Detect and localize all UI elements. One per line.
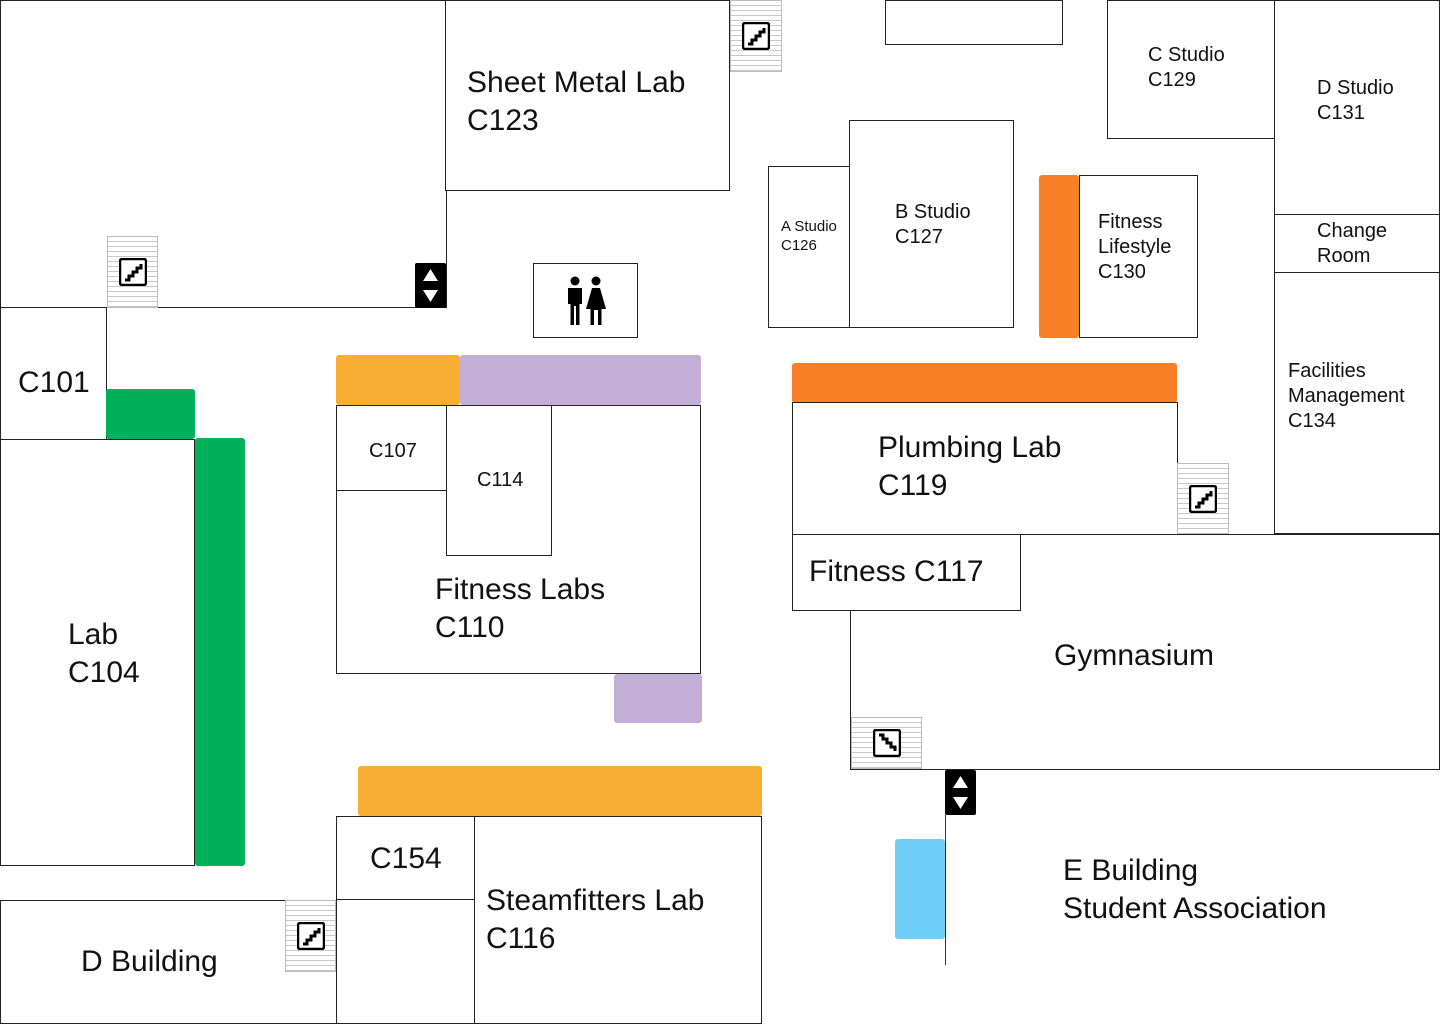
e-building-wall — [945, 815, 946, 965]
room-lab-c104[interactable]: Lab C104 — [0, 439, 195, 866]
room-b-studio[interactable]: B Studio C127 — [849, 120, 1014, 328]
room-d-building[interactable]: D Building — [0, 900, 337, 1024]
corridor-strip-orange-horizontal — [792, 363, 1177, 403]
room-c101[interactable]: C101 — [0, 307, 107, 440]
room-label: Plumbing Lab C119 — [878, 431, 1062, 502]
room-label: Fitness C117 — [809, 555, 984, 588]
room-label: C Studio C129 — [1148, 44, 1225, 91]
corridor-strip-blue — [895, 839, 945, 939]
e-building-label[interactable]: E Building Student Association — [1063, 854, 1327, 925]
stairs-up-icon — [1189, 484, 1217, 513]
stairs-up-icon — [118, 258, 147, 286]
room-label: Steamfitters Lab C116 — [486, 884, 705, 955]
room-d-studio[interactable]: D Studio C131 — [1274, 0, 1440, 216]
corridor-strip-green-vertical — [195, 438, 245, 866]
room-gymnasium[interactable]: Gymnasium — [850, 534, 1440, 770]
room-label: A Studio C126 — [781, 218, 837, 254]
room-label: C154 — [370, 842, 442, 875]
stairs-left — [107, 236, 158, 308]
room-label: C114 — [477, 469, 524, 491]
room-label: Fitness Labs C110 — [435, 573, 606, 644]
stairs-top — [730, 0, 782, 72]
corridor-strip-green-horizontal — [106, 389, 195, 439]
room-facilities-management[interactable]: Facilities Management C134 — [1274, 272, 1440, 534]
room-steamfitters-lab[interactable]: Steamfitters Lab C116 — [474, 816, 762, 1024]
room-fitness-lifestyle[interactable]: Fitness Lifestyle C130 — [1079, 175, 1198, 338]
room-label: Sheet Metal Lab C123 — [467, 66, 686, 137]
room-label: Facilities Management C134 — [1288, 360, 1405, 432]
corridor-strip-purple-upper — [460, 355, 701, 405]
room-c114[interactable]: C114 — [446, 405, 552, 556]
stairs-right — [1177, 463, 1229, 534]
room-label: D Studio C131 — [1317, 77, 1394, 124]
corridor-strip-yellow-upper — [336, 355, 460, 405]
room-label: B Studio C127 — [895, 201, 971, 248]
room-c154[interactable]: C154 — [336, 816, 475, 900]
stairs-up-icon — [742, 22, 770, 50]
room-plumbing-lab[interactable]: Plumbing Lab C119 — [792, 402, 1178, 535]
room-label: Lab C104 — [68, 618, 140, 689]
room-top-left — [0, 0, 447, 308]
room-a-studio[interactable]: A Studio C126 — [768, 166, 851, 328]
room-label: Fitness Lifestyle C130 — [1098, 211, 1172, 283]
elevator-icon — [953, 776, 968, 809]
stairs-gym — [851, 717, 922, 769]
room-label: C107 — [369, 440, 417, 462]
room-top-center — [885, 0, 1063, 45]
room-label: C101 — [18, 366, 90, 399]
room-change-room[interactable]: Change Room — [1274, 214, 1440, 273]
corridor-strip-yellow-lower — [358, 766, 762, 816]
room-label: Gymnasium — [1054, 639, 1215, 672]
stairs-bottom-left — [285, 900, 336, 972]
room-label: Change Room — [1317, 220, 1388, 267]
corridor-strip-orange-vertical — [1039, 175, 1079, 338]
elevator-bottom — [945, 770, 976, 815]
stairs-up-icon — [296, 922, 325, 950]
restroom-icon — [567, 276, 606, 325]
restroom[interactable] — [533, 263, 638, 338]
elevator-icon — [423, 269, 438, 302]
room-label: D Building — [81, 945, 218, 978]
elevator-top — [415, 263, 446, 308]
stairs-down-icon — [872, 729, 901, 757]
room-c-studio[interactable]: C Studio C129 — [1107, 0, 1275, 139]
room-c107[interactable]: C107 — [336, 405, 447, 491]
corridor-strip-purple-lower — [614, 674, 702, 723]
room-sheet-metal-lab[interactable]: Sheet Metal Lab C123 — [445, 0, 730, 191]
room-fitness-c117[interactable]: Fitness C117 — [792, 534, 1021, 611]
